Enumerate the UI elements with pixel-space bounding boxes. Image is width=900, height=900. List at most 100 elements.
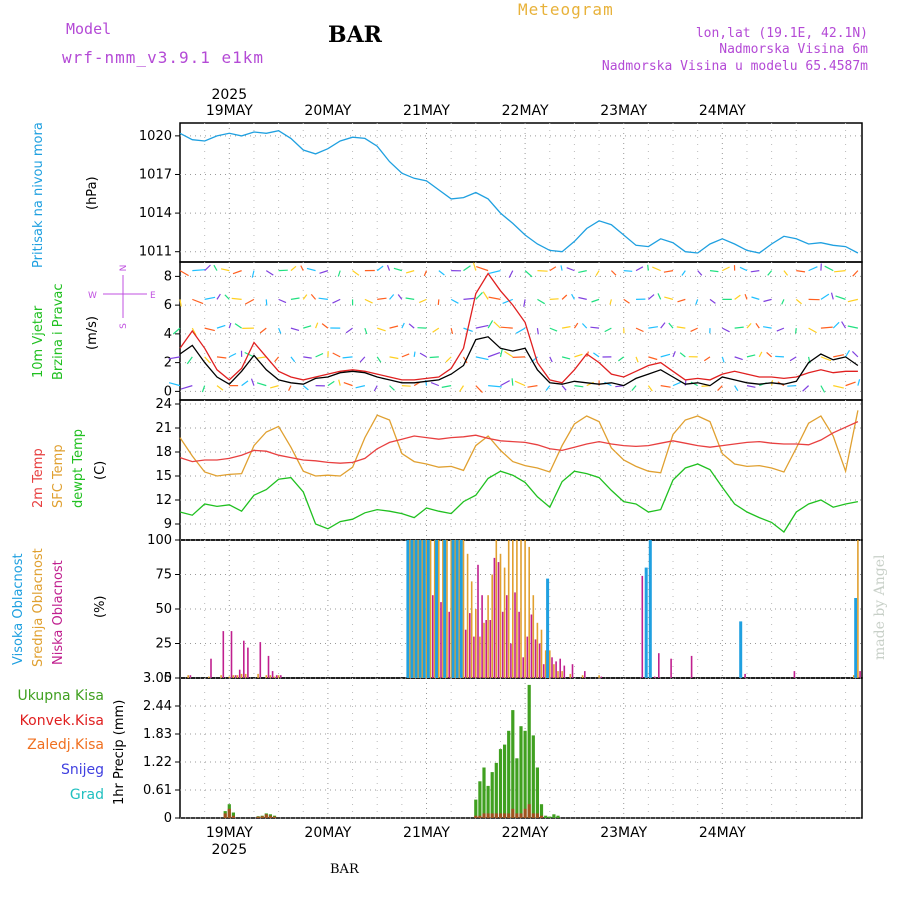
precip-total-bar xyxy=(498,749,503,818)
wind-barb xyxy=(445,356,452,363)
model-name: wrf-nmm_v3.9.1 e1km xyxy=(62,48,265,67)
y-tick-label: 3.05 xyxy=(143,671,172,686)
wind-barb xyxy=(352,270,360,276)
wind-barb xyxy=(515,327,526,334)
credit-watermark: made by Angel xyxy=(872,554,888,661)
wind-barb xyxy=(168,382,181,387)
cloud-bar xyxy=(670,658,672,678)
cloud-bar xyxy=(418,540,422,678)
wind-barb xyxy=(545,385,551,391)
y-tick-label: 0 xyxy=(164,811,172,826)
cloud-bar xyxy=(189,675,192,678)
y-tick-label: 2.44 xyxy=(143,699,172,714)
wind-barb xyxy=(216,356,227,359)
wind-barb xyxy=(820,293,830,300)
wind-barb xyxy=(231,297,242,300)
wind-barb xyxy=(192,269,206,272)
wind-barb xyxy=(401,353,410,358)
product-name: Meteogram xyxy=(518,0,614,19)
cloud-bar xyxy=(247,647,249,678)
precip-total-bar xyxy=(527,684,531,818)
wind-barb xyxy=(721,356,725,363)
top-day-label: 21MAY xyxy=(403,103,450,119)
wind-barb xyxy=(376,265,384,272)
cloud-bar xyxy=(277,675,280,678)
top-day-label: 20MAY xyxy=(304,103,351,119)
precip-total-bar xyxy=(552,814,556,818)
y-tick-label: 12 xyxy=(155,493,172,508)
cloud-bar xyxy=(450,540,452,678)
wind-barb xyxy=(789,356,797,362)
wind-barb xyxy=(186,356,193,365)
precip-total-bar xyxy=(556,815,560,818)
wind-barb xyxy=(250,378,255,386)
cloud-bar xyxy=(491,574,493,678)
wind-barb xyxy=(244,351,255,358)
wind-barb xyxy=(327,380,335,387)
wind-barb xyxy=(549,327,558,332)
wind-unit: (m/s) xyxy=(85,316,100,350)
precip-conv-bar xyxy=(486,813,490,818)
precip-conv-bar xyxy=(260,816,264,818)
wind-barb xyxy=(781,299,785,305)
wind-barb xyxy=(228,322,232,329)
cloud-bar xyxy=(426,540,430,678)
wind-barb xyxy=(397,294,403,300)
wind-barb xyxy=(593,352,600,358)
panel-frame xyxy=(179,399,863,541)
wind-barb xyxy=(717,385,723,392)
precip-total-bar xyxy=(474,799,478,818)
pressure-axis-label: Pritisak na nivou mora xyxy=(31,122,46,268)
wind-barb xyxy=(204,296,216,300)
wind-barb xyxy=(514,380,526,387)
cloud-bar xyxy=(438,540,440,678)
wind-barb xyxy=(204,356,211,364)
wind-barb xyxy=(376,356,382,363)
wind-barb xyxy=(808,327,817,334)
wind-barb xyxy=(337,270,341,277)
wind-barb xyxy=(500,380,510,387)
panel-frame xyxy=(179,122,863,263)
cloud-bar xyxy=(446,540,448,678)
top-day-label: 19MAY xyxy=(206,103,253,119)
wind-barb xyxy=(663,270,674,273)
wind-barb xyxy=(591,298,600,303)
wind-barb xyxy=(834,270,846,273)
y-tick-label: 1011 xyxy=(139,245,172,260)
cloud-bar xyxy=(451,540,455,678)
wind-barb xyxy=(256,382,267,387)
cloud-mid-label: Srednja Oblacnost xyxy=(31,548,46,667)
cloud-bar xyxy=(581,675,584,678)
bottom-day-label: 21MAY xyxy=(403,825,450,841)
wind-barb xyxy=(590,326,600,329)
y-tick-label: 0 xyxy=(164,671,172,686)
wind-barb xyxy=(290,356,296,363)
precip-conv-bar xyxy=(503,813,507,818)
wind-barb xyxy=(722,266,730,272)
wind-barb xyxy=(676,326,686,329)
precip-total-bar xyxy=(519,726,523,818)
wind-barb xyxy=(635,356,639,363)
compass-n: N xyxy=(119,265,129,272)
top-day-label: 24MAY xyxy=(699,103,746,119)
wind-barb xyxy=(502,298,514,304)
wind-barb xyxy=(647,264,649,271)
wind-barb xyxy=(647,294,655,300)
cloud-bar xyxy=(470,581,473,678)
cloud-bar xyxy=(499,553,502,678)
cloud-bar xyxy=(477,564,479,678)
cloud-bar xyxy=(259,642,262,678)
wind-barb xyxy=(657,293,662,300)
wind-barb xyxy=(265,270,274,276)
wind-barb xyxy=(847,325,859,329)
wind-barb xyxy=(319,270,329,274)
y-tick-label: 21 xyxy=(155,421,172,436)
compass-s: S xyxy=(119,323,129,329)
cloud-bar xyxy=(455,540,459,678)
wind-barb xyxy=(635,327,644,333)
precip-total-bar xyxy=(482,767,486,818)
wind-barb xyxy=(652,266,661,272)
wind-barb xyxy=(595,270,600,276)
wind-barb xyxy=(389,294,395,300)
precip-total-bar xyxy=(494,762,498,818)
